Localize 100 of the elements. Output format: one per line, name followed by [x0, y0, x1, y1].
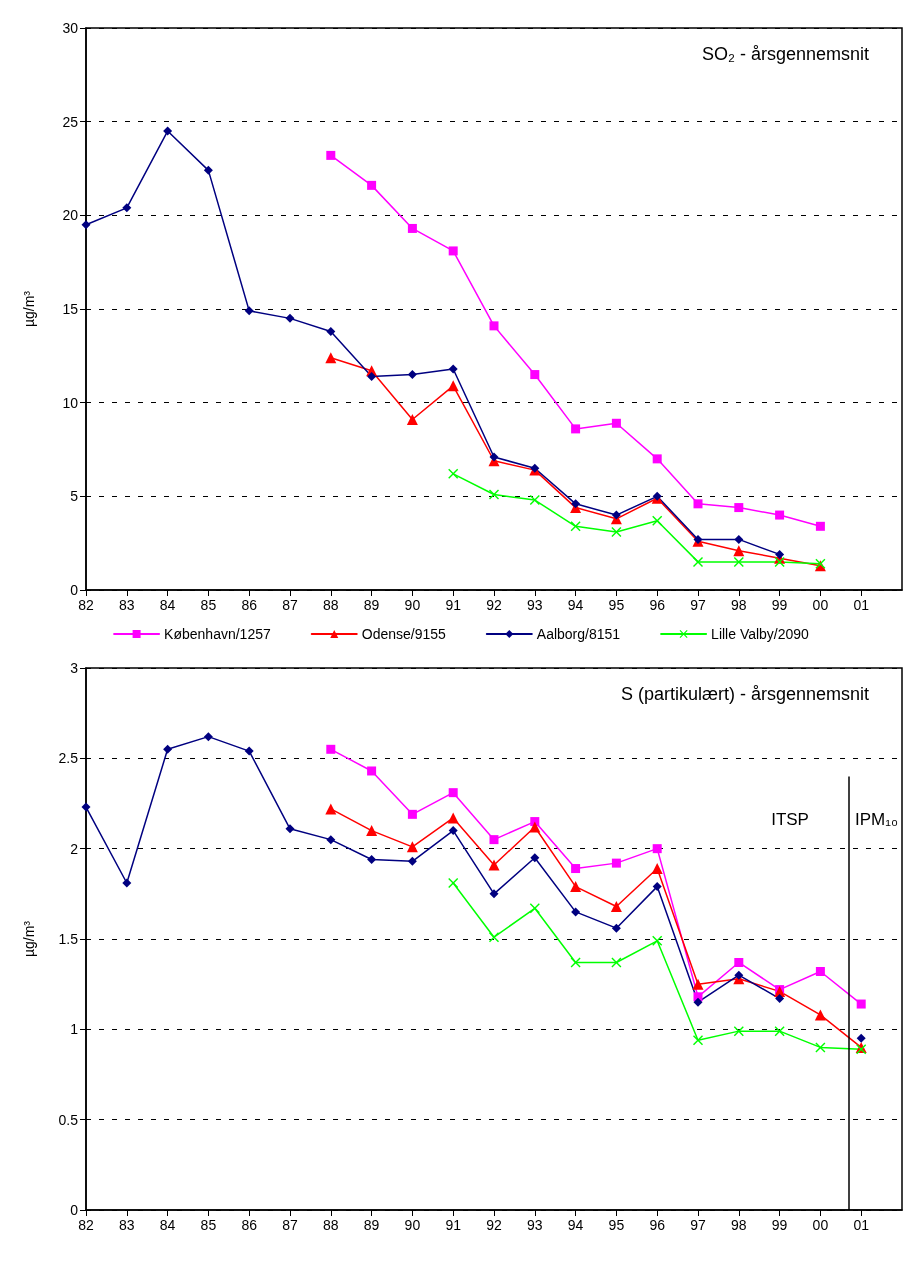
- point: [815, 1042, 826, 1053]
- legend-label: Odense/9155: [361, 626, 447, 642]
- point: [693, 556, 703, 567]
- y-tick-label: 2.5: [58, 750, 79, 767]
- point: [774, 1026, 785, 1037]
- point: [611, 957, 622, 968]
- y-tick-label: 1.5: [58, 931, 79, 947]
- x-tick-label: 96: [649, 597, 666, 613]
- point: [693, 499, 703, 509]
- point: [611, 418, 621, 428]
- point: [447, 380, 459, 392]
- point: [406, 414, 418, 426]
- legend-label: Lille Valby/2090: [711, 626, 810, 642]
- point: [856, 999, 866, 1009]
- x-tick-label: 92: [486, 1217, 502, 1233]
- point: [570, 521, 581, 532]
- x-tick-label: 94: [567, 597, 584, 613]
- point: [489, 932, 499, 943]
- point: [448, 246, 458, 256]
- x-tick-label: 93: [527, 1217, 543, 1233]
- x-tick-label: 83: [119, 597, 135, 613]
- point: [775, 510, 785, 520]
- x-tick-label: 99: [771, 597, 788, 613]
- y-tick-label: 0: [70, 582, 79, 598]
- y-tick-label: 20: [62, 207, 79, 224]
- legend-label: København/1257: [164, 626, 271, 642]
- x-tick-label: 97: [690, 597, 706, 613]
- point: [815, 521, 825, 531]
- point: [325, 352, 337, 364]
- y-axis-title: µg/m³: [21, 920, 37, 958]
- y-tick-label: 1: [70, 1021, 79, 1038]
- point: [652, 844, 662, 854]
- point: [367, 855, 377, 865]
- point: [406, 841, 418, 853]
- x-tick-label: 90: [404, 597, 421, 613]
- x-tick-label: 97: [690, 1217, 706, 1233]
- point: [652, 935, 663, 946]
- point: [448, 826, 458, 836]
- point: [734, 534, 744, 544]
- y-tick-label: 5: [70, 488, 79, 505]
- x-tick-label: 94: [567, 1217, 584, 1233]
- x-tick-label: 85: [200, 1217, 217, 1233]
- x-tick-label: 98: [731, 597, 747, 613]
- point: [570, 957, 581, 968]
- point: [489, 321, 499, 331]
- point: [611, 858, 621, 868]
- point: [571, 499, 581, 509]
- x-tick-label: 01: [853, 1217, 870, 1233]
- point: [611, 526, 622, 537]
- point: [693, 1035, 703, 1046]
- point: [693, 997, 703, 1007]
- point: [448, 468, 459, 479]
- point: [447, 812, 459, 824]
- point: [734, 970, 744, 980]
- y-tick-label: 30: [62, 20, 79, 36]
- point: [652, 515, 663, 526]
- point: [733, 1026, 744, 1037]
- point: [488, 859, 500, 871]
- point: [326, 835, 336, 845]
- point: [489, 452, 499, 462]
- point: [326, 326, 336, 336]
- point: [571, 907, 581, 917]
- x-tick-label: 88: [323, 1217, 339, 1233]
- x-tick-label: 91: [445, 1217, 462, 1233]
- point: [203, 732, 213, 742]
- annotation: ITSP: [771, 810, 809, 830]
- point: [571, 864, 581, 874]
- point: [611, 510, 621, 520]
- point: [652, 454, 662, 464]
- point: [489, 489, 499, 500]
- point: [244, 746, 254, 756]
- x-tick-label: 96: [649, 1217, 666, 1233]
- point: [407, 809, 417, 819]
- point: [774, 556, 785, 567]
- point: [530, 370, 540, 380]
- point: [122, 203, 132, 213]
- legend-label: Aalborg/8151: [536, 626, 621, 642]
- x-tick-label: 83: [119, 1217, 135, 1233]
- point: [611, 923, 621, 933]
- y-tick-label: 15: [62, 301, 79, 317]
- point: [814, 1009, 826, 1021]
- x-tick-label: 89: [363, 1217, 380, 1233]
- point: [734, 503, 744, 513]
- point: [285, 313, 295, 323]
- x-tick-label: 87: [282, 597, 298, 613]
- point: [651, 863, 663, 875]
- point: [163, 126, 173, 136]
- y-tick-label: 3: [70, 660, 79, 676]
- x-tick-label: 93: [527, 597, 543, 613]
- x-tick-label: 91: [445, 597, 462, 613]
- point: [163, 744, 173, 754]
- x-tick-label: 89: [363, 597, 380, 613]
- y-tick-label: 25: [62, 113, 79, 130]
- x-tick-label: 88: [323, 597, 339, 613]
- point: [775, 994, 785, 1004]
- point: [815, 967, 825, 977]
- point: [692, 978, 704, 990]
- x-tick-label: 84: [159, 597, 176, 613]
- point: [733, 545, 745, 557]
- point: [856, 1033, 866, 1043]
